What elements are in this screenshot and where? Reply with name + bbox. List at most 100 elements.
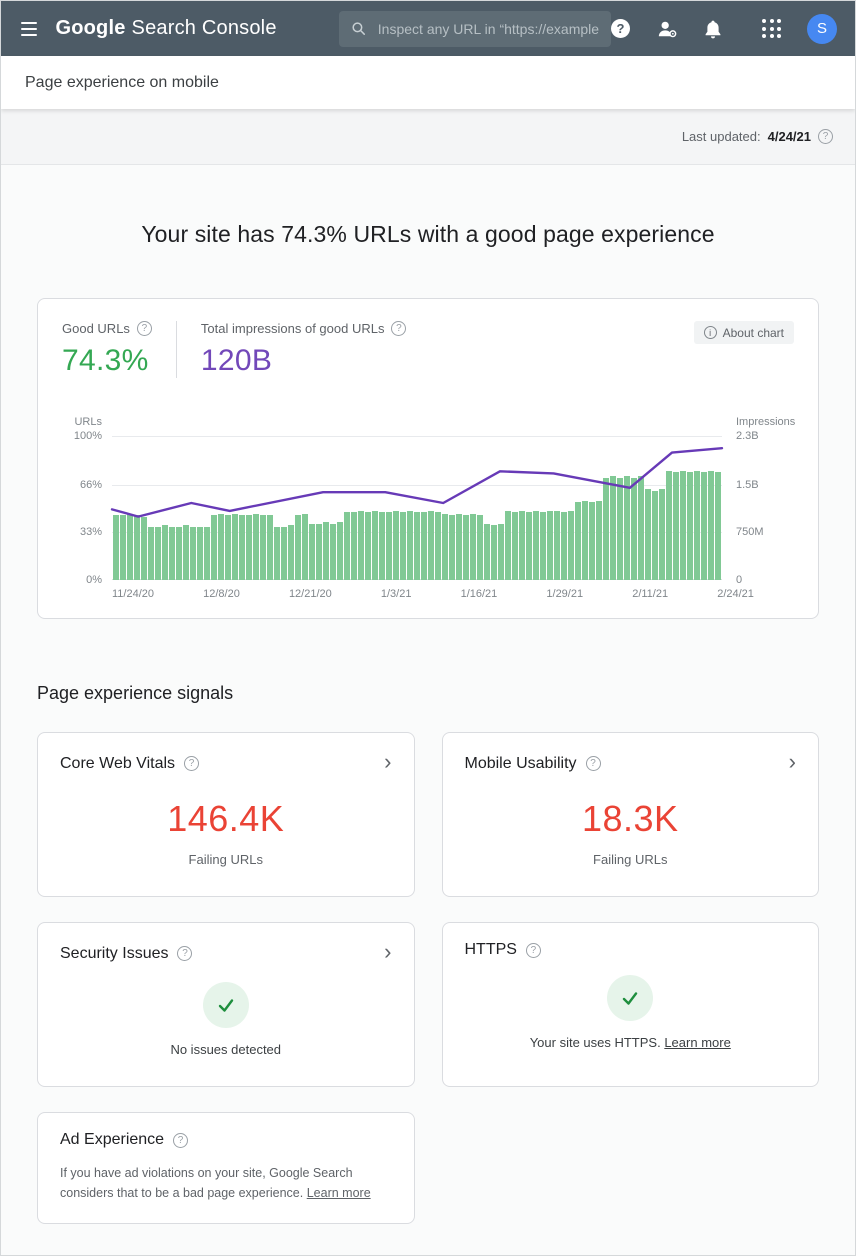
bar	[547, 510, 553, 580]
mobile-usability-help-icon[interactable]: ?	[585, 756, 601, 771]
bar	[316, 523, 322, 580]
bar	[330, 523, 336, 580]
google-apps-grid-icon[interactable]	[762, 19, 781, 38]
check-circle-icon	[202, 982, 249, 1028]
url-inspect-input[interactable]	[377, 20, 599, 37]
bar	[386, 512, 392, 580]
search-icon	[352, 22, 365, 35]
bar	[120, 515, 126, 580]
notifications-bell-icon[interactable]	[704, 19, 722, 39]
last-updated-label: Last updated:	[681, 129, 761, 144]
bar	[680, 470, 686, 580]
bar	[456, 513, 462, 580]
https-help-icon[interactable]: ?	[525, 942, 541, 958]
x-label: 12/8/20	[203, 588, 240, 600]
app-logo[interactable]: Google Search Console	[55, 17, 276, 40]
bar	[589, 502, 595, 580]
user-settings-icon[interactable]	[656, 19, 678, 39]
card-title: Security Issues	[60, 944, 169, 962]
gridline-100	[112, 436, 722, 437]
x-axis-labels: 11/24/20 12/8/20 12/21/20 1/3/21 1/16/21…	[112, 588, 794, 600]
bar	[204, 526, 210, 580]
bar	[337, 522, 343, 580]
bar	[610, 476, 616, 580]
bar	[561, 512, 567, 580]
bar	[295, 515, 301, 580]
chevron-right-icon[interactable]: ›	[788, 749, 796, 774]
bar	[554, 510, 560, 580]
chart-zone: URLs 100% 66% 33% 0% Impressions 2.3B 1.…	[62, 416, 795, 586]
chart-plot-area[interactable]	[112, 436, 722, 580]
core-web-vitals-card[interactable]: Core Web Vitals ? › 146.4K Failing URLs	[37, 732, 415, 897]
failing-urls-count: 18.3K	[581, 798, 679, 839]
mobile-usability-card[interactable]: Mobile Usability ? › 18.3K Failing URLs	[441, 732, 819, 897]
core-web-vitals-help-icon[interactable]: ?	[184, 756, 200, 771]
right-axis-title: Impressions	[736, 416, 796, 428]
bar	[715, 472, 721, 580]
right-axis: Impressions 2.3B 1.5B 750M 0	[722, 416, 795, 586]
card-title: Mobile Usability	[464, 754, 577, 772]
bar	[309, 523, 315, 580]
bar	[393, 510, 399, 580]
security-issues-help-icon[interactable]: ?	[177, 946, 193, 961]
ad-experience-learn-more-link[interactable]: Learn more	[306, 1186, 371, 1200]
bar	[323, 522, 329, 580]
last-updated-help-icon[interactable]: ?	[818, 129, 833, 144]
chevron-right-icon[interactable]: ›	[384, 749, 392, 774]
check-circle-icon	[607, 975, 654, 1021]
good-urls-value: 74.3%	[62, 344, 149, 377]
bar	[246, 515, 252, 580]
good-urls-help-icon[interactable]: ?	[136, 321, 152, 336]
left-tick-100: 100%	[73, 430, 102, 442]
bar	[463, 515, 469, 580]
impressions-help-icon[interactable]: ?	[391, 321, 407, 336]
bar	[687, 472, 693, 580]
about-chart-button[interactable]: i About chart	[693, 321, 794, 344]
bar	[288, 525, 294, 580]
security-issues-card[interactable]: Security Issues ? › No issues detected	[37, 922, 415, 1087]
about-chart-label: About chart	[722, 325, 784, 340]
bar	[659, 489, 665, 580]
x-label: 1/29/21	[546, 588, 584, 600]
bar	[673, 472, 679, 580]
x-label: 2/11/21	[632, 588, 669, 600]
bar	[540, 512, 546, 580]
impressions-line	[112, 448, 722, 516]
status-message: No issues detected	[170, 1042, 282, 1057]
hamburger-menu-icon[interactable]	[21, 21, 38, 36]
ad-experience-help-icon[interactable]: ?	[173, 1132, 189, 1148]
right-tick-15b: 1.5B	[736, 478, 759, 491]
card-title: Core Web Vitals	[60, 754, 176, 772]
bar	[568, 510, 574, 580]
left-tick-0: 0%	[86, 574, 102, 586]
appbar-actions: ? S	[611, 13, 837, 44]
help-icon[interactable]: ?	[611, 19, 630, 38]
bar	[239, 515, 245, 580]
chevron-right-icon[interactable]: ›	[384, 939, 392, 964]
experience-chart-card: Good URLs ? 74.3% Total impressions of g…	[37, 298, 819, 619]
https-learn-more-link[interactable]: Learn more	[664, 1035, 731, 1050]
bar	[148, 526, 154, 580]
bar	[708, 470, 714, 580]
bar	[218, 513, 224, 580]
url-inspect-searchbox[interactable]	[338, 10, 611, 47]
bar	[470, 513, 476, 580]
bar	[617, 477, 623, 580]
bar	[260, 515, 266, 580]
user-avatar[interactable]: S	[807, 13, 837, 44]
bar	[666, 470, 672, 580]
x-label: 2/24/21	[717, 588, 754, 600]
bar	[365, 512, 371, 580]
bar	[351, 512, 357, 580]
bar	[449, 515, 455, 580]
left-axis-title: URLs	[74, 416, 102, 428]
bar	[267, 515, 273, 580]
bar	[113, 515, 119, 580]
x-label: 12/21/20	[288, 588, 332, 600]
bar	[372, 510, 378, 580]
logo-google: Google	[55, 17, 126, 39]
breadcrumb: Page experience on mobile	[25, 73, 219, 91]
bar	[435, 512, 441, 580]
bar	[582, 500, 588, 580]
